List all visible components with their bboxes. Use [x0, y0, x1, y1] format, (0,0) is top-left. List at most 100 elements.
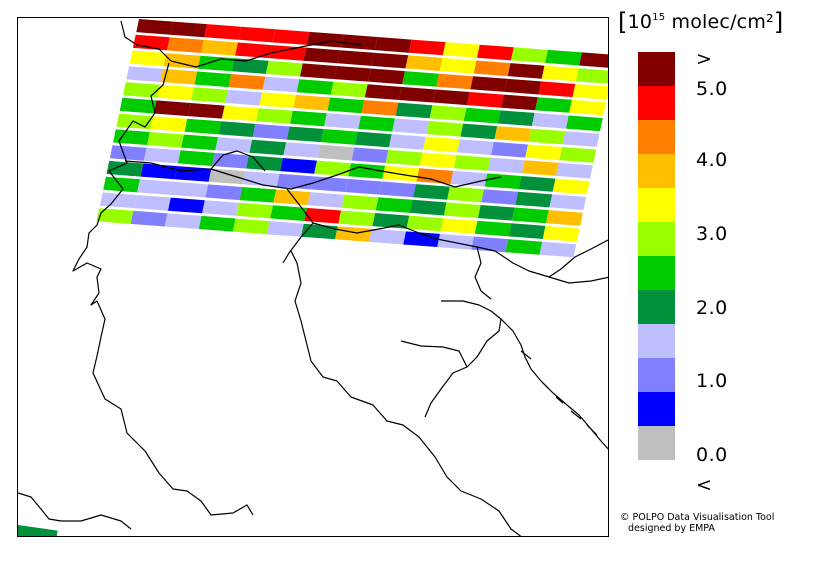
- swath-pixel: [447, 186, 484, 203]
- swath-pixel: [549, 194, 587, 210]
- swath-pixel: [477, 44, 514, 61]
- swath-pixel: [546, 210, 583, 226]
- swath-pixel: [201, 39, 238, 56]
- legend-swatch: [638, 358, 675, 392]
- swath-pixel: [335, 226, 372, 242]
- swath-pixel: [266, 221, 304, 237]
- legend-tick-1: 1.0: [696, 370, 728, 392]
- swath-pixel: [395, 102, 433, 119]
- swath-pixel: [408, 39, 446, 56]
- swath-pixel: [552, 178, 590, 195]
- swath-pixel: [310, 176, 348, 192]
- swath-pixel: [170, 21, 208, 38]
- swath-pixel: [389, 134, 426, 150]
- swath-pixel: [232, 218, 270, 235]
- legend-title: [1015 molec/cm²]: [618, 8, 784, 36]
- swath-pixel: [575, 68, 608, 84]
- swath-pixel: [511, 47, 548, 63]
- legend-swatch: [638, 392, 675, 426]
- swath-pixel: [416, 168, 454, 184]
- legend-tick-0: 0.0: [696, 444, 728, 466]
- map-panel[interactable]: [17, 17, 609, 537]
- swath-pixel: [269, 45, 306, 61]
- swath-pixel: [280, 158, 317, 174]
- swath-pixel: [473, 60, 511, 77]
- legend-swatch: [638, 426, 675, 460]
- swath-pixel: [351, 147, 389, 163]
- swath-pixel: [171, 181, 209, 198]
- swath-pixel: [198, 215, 236, 232]
- swath-pixel: [507, 63, 545, 79]
- swath-pixel: [167, 37, 204, 53]
- swath-pixel: [157, 84, 194, 101]
- swath-pixel: [249, 139, 287, 156]
- swath-pixel: [457, 139, 494, 155]
- swath-pixel: [453, 155, 491, 171]
- swath-pixel: [215, 137, 253, 153]
- legend-tick-5: 5.0: [696, 78, 728, 100]
- swath-pixel: [403, 231, 440, 247]
- swath-pixel: [296, 79, 334, 95]
- credit-line-2: designed by EMPA: [628, 523, 715, 534]
- swath-pixel: [221, 105, 259, 122]
- swath-pixel: [194, 71, 232, 88]
- swath-pixel: [460, 123, 498, 140]
- swath-pixel: [96, 208, 134, 224]
- swath-pixel: [426, 121, 464, 137]
- swath-pixel: [481, 189, 519, 205]
- swath-pixel: [515, 191, 553, 208]
- swath-pixel: [345, 178, 382, 195]
- swath-pixel: [467, 92, 504, 108]
- swath-pixel: [202, 200, 239, 216]
- swath-pixel: [528, 128, 566, 145]
- swath-pixel: [147, 132, 184, 148]
- legend-swatch: [638, 290, 675, 324]
- swath-pixel: [197, 55, 235, 72]
- swath-pixel: [541, 65, 579, 82]
- swath-pixel: [542, 225, 580, 242]
- swath-pixel: [317, 144, 355, 161]
- legend-swatch: [638, 222, 675, 256]
- swath-pixel: [252, 123, 290, 140]
- swath-pixel: [272, 29, 310, 45]
- swath-pixel: [491, 141, 528, 158]
- swath-pixel: [368, 68, 405, 85]
- swath-pixel: [392, 118, 430, 135]
- swath-pixel: [307, 192, 345, 208]
- swath-pixel: [225, 89, 263, 106]
- swath-pixel: [354, 131, 392, 148]
- swath-pixel: [338, 210, 376, 227]
- swath-pixel: [160, 68, 198, 85]
- swath-pixel: [133, 195, 171, 211]
- swath-pixel: [398, 86, 436, 103]
- swath-pixel: [150, 116, 188, 132]
- swath-pixel: [341, 194, 379, 211]
- country-borders: [18, 20, 608, 536]
- swath-pixel: [236, 202, 273, 219]
- swath-pixel: [246, 155, 283, 172]
- color-legend: [638, 52, 675, 494]
- swath-pixel: [126, 66, 164, 82]
- swath-pixel: [164, 213, 202, 229]
- legend-swatch: [638, 154, 675, 188]
- swath-pixel: [505, 239, 543, 255]
- swath-pixel: [228, 74, 266, 90]
- swath-pixel: [518, 176, 556, 192]
- swath-pixel: [123, 82, 160, 98]
- legend-unit-base: 10: [627, 11, 653, 33]
- swath-pixel: [276, 173, 314, 190]
- swath-pixel: [136, 19, 174, 35]
- swath-pixel: [374, 37, 412, 53]
- legend-swatch: [638, 52, 675, 86]
- legend-swatch: [638, 324, 675, 358]
- swath-pixel: [525, 144, 563, 161]
- swath-pixel: [301, 223, 338, 240]
- swath-pixel: [113, 129, 150, 145]
- swath-pixel: [181, 134, 219, 151]
- swath-pixel: [242, 171, 280, 187]
- swath-pixel: [330, 81, 368, 98]
- swath-pixel: [129, 50, 167, 67]
- swath-pixel: [290, 110, 327, 127]
- swath-pixel: [187, 103, 225, 119]
- swath-pixel: [191, 87, 228, 103]
